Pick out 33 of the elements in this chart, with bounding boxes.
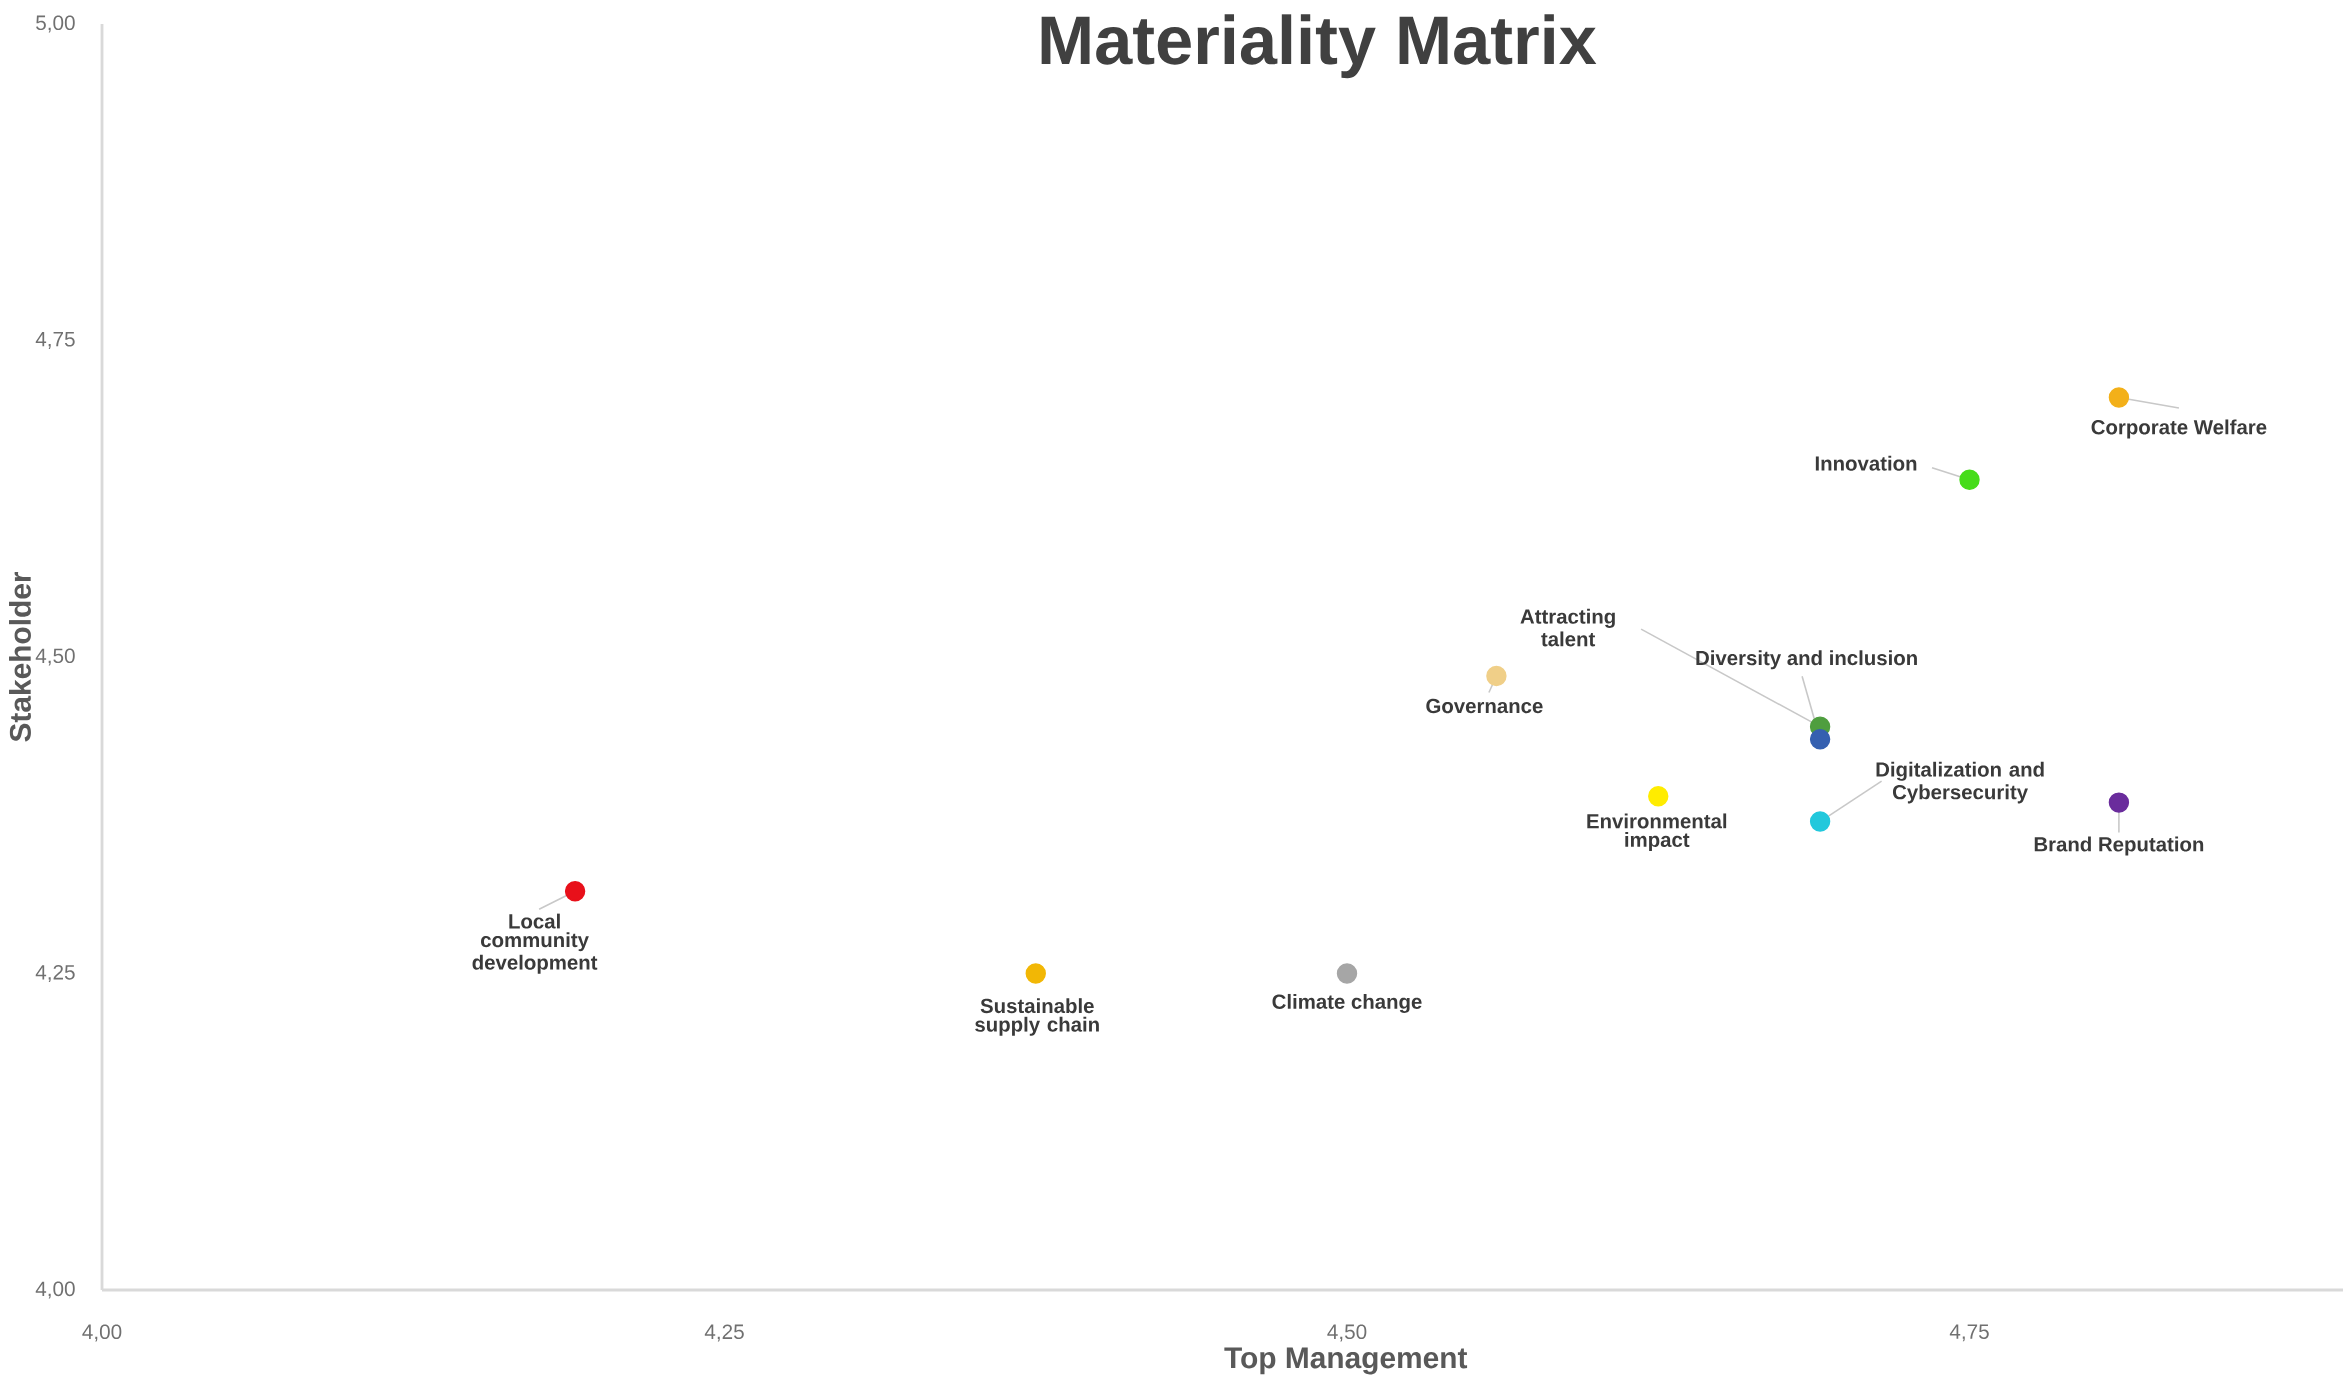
- point: [2108, 792, 2130, 813]
- text: Digitalization and Cybersecurity: [1876, 761, 2044, 804]
- series-label: Environmental impact: [1587, 813, 1727, 852]
- x-tick-label: 4,00: [82, 1324, 122, 1342]
- point: [1959, 469, 1980, 490]
- text: Diversity and inclusion: [1696, 650, 1917, 670]
- x-tick-label: 4,50: [1327, 1324, 1367, 1342]
- point: [1648, 786, 1669, 807]
- y-tick-label: 4,75: [35, 332, 75, 349]
- series-label: Brand Reputation: [2034, 836, 2204, 856]
- series-label: Climate change: [1272, 993, 1422, 1014]
- point: [1486, 665, 1507, 687]
- x-tick-label: 4,75: [1949, 1324, 1989, 1342]
- series-label: Local community development: [472, 913, 598, 974]
- point: [1025, 963, 1046, 984]
- series-label: Corporate Welfare: [2091, 419, 2267, 439]
- point: [564, 881, 586, 902]
- point: [1809, 811, 1831, 832]
- point: [1336, 963, 1358, 984]
- y-tick-label: 4,25: [35, 964, 75, 983]
- x-axis-title: Top Management: [1224, 1347, 1468, 1375]
- chart-title: Materiality Matrix: [1041, 14, 1597, 79]
- text: Attracting talent: [1520, 608, 1615, 647]
- y-tick-label: 4,50: [35, 648, 75, 666]
- point: [1809, 729, 1831, 750]
- y-tick-label: 5,00: [36, 15, 75, 33]
- series-label: Governance: [1426, 698, 1543, 714]
- y-axis-title: Stakeholder: [9, 571, 31, 742]
- x-tick-label: 4,25: [704, 1324, 744, 1342]
- point: [2108, 387, 2130, 408]
- y-tick-label: 4,00: [35, 1281, 75, 1299]
- text: Innovation: [1815, 455, 1917, 471]
- series-label: Sustainable supply chain: [975, 998, 1099, 1036]
